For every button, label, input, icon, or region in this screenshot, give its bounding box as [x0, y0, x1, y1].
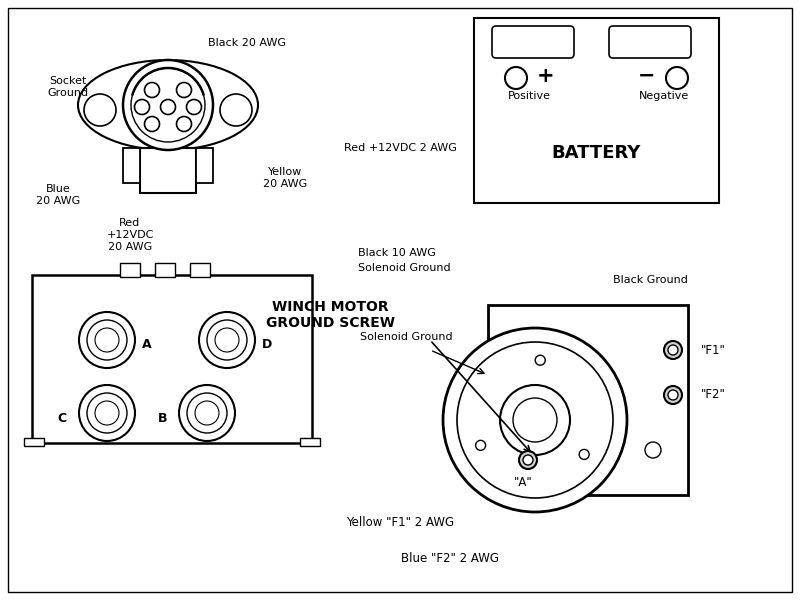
Bar [24, 438, 44, 446]
Circle shape [79, 385, 135, 441]
Text: Socket
Ground: Socket Ground [47, 76, 89, 98]
FancyBboxPatch shape [609, 26, 691, 58]
FancyBboxPatch shape [492, 26, 574, 58]
Text: Positive: Positive [507, 91, 550, 101]
Circle shape [145, 82, 159, 97]
Bar [474, 18, 719, 203]
Circle shape [457, 342, 613, 498]
Circle shape [95, 328, 119, 352]
Bar [155, 263, 175, 277]
Circle shape [500, 385, 570, 455]
Text: Yellow "F1" 2 AWG: Yellow "F1" 2 AWG [346, 515, 454, 529]
Circle shape [177, 82, 191, 97]
Circle shape [645, 442, 661, 458]
Text: Black Ground: Black Ground [613, 275, 687, 285]
Circle shape [664, 341, 682, 359]
Text: Blue
20 AWG: Blue 20 AWG [36, 184, 80, 206]
Text: Solenoid Ground: Solenoid Ground [360, 332, 453, 342]
Circle shape [84, 94, 116, 126]
Bar [190, 263, 210, 277]
Text: Blue "F2" 2 AWG: Blue "F2" 2 AWG [401, 551, 499, 565]
Circle shape [668, 345, 678, 355]
Circle shape [519, 451, 537, 469]
Text: Black 20 AWG: Black 20 AWG [208, 38, 286, 48]
Bar [300, 438, 320, 446]
Bar [120, 263, 140, 277]
Circle shape [220, 94, 252, 126]
Circle shape [579, 449, 589, 460]
Text: "F1": "F1" [701, 343, 726, 356]
Circle shape [668, 390, 678, 400]
Circle shape [177, 116, 191, 131]
Circle shape [505, 67, 527, 89]
Circle shape [199, 312, 255, 368]
Circle shape [513, 398, 557, 442]
Text: +: + [537, 66, 555, 86]
Circle shape [664, 386, 682, 404]
Circle shape [195, 401, 219, 425]
Circle shape [523, 455, 533, 465]
Text: Yellow
20 AWG: Yellow 20 AWG [263, 167, 307, 189]
Circle shape [134, 100, 150, 115]
Text: A: A [142, 338, 152, 352]
Text: Red +12VDC 2 AWG: Red +12VDC 2 AWG [343, 143, 457, 153]
Circle shape [476, 440, 486, 451]
Circle shape [161, 100, 175, 115]
Polygon shape [160, 58, 176, 63]
Bar [140, 148, 196, 193]
Circle shape [207, 320, 247, 360]
Text: B: B [158, 412, 167, 425]
Bar [488, 305, 688, 495]
Bar [196, 148, 213, 183]
Ellipse shape [78, 60, 258, 150]
Circle shape [79, 312, 135, 368]
Circle shape [443, 328, 627, 512]
Text: "F2": "F2" [701, 389, 726, 401]
Circle shape [187, 393, 227, 433]
Circle shape [95, 401, 119, 425]
Circle shape [186, 100, 202, 115]
Circle shape [123, 60, 213, 150]
Circle shape [179, 385, 235, 441]
Text: D: D [262, 338, 272, 352]
Text: Solenoid Ground: Solenoid Ground [358, 263, 450, 273]
Bar [32, 275, 312, 443]
Circle shape [131, 68, 205, 142]
Circle shape [215, 328, 239, 352]
Text: WINCH MOTOR
GROUND SCREW: WINCH MOTOR GROUND SCREW [266, 300, 394, 330]
Circle shape [666, 67, 688, 89]
Circle shape [145, 116, 159, 131]
Text: "A": "A" [514, 475, 532, 488]
Text: Black 10 AWG: Black 10 AWG [358, 248, 436, 258]
Circle shape [87, 320, 127, 360]
Text: Red
+12VDC
20 AWG: Red +12VDC 20 AWG [106, 218, 154, 251]
Text: Negative: Negative [639, 91, 689, 101]
Circle shape [87, 393, 127, 433]
Text: C: C [58, 412, 67, 425]
Circle shape [535, 355, 546, 365]
Bar [123, 148, 140, 183]
Text: −: − [638, 66, 656, 86]
Text: BATTERY: BATTERY [551, 144, 641, 162]
